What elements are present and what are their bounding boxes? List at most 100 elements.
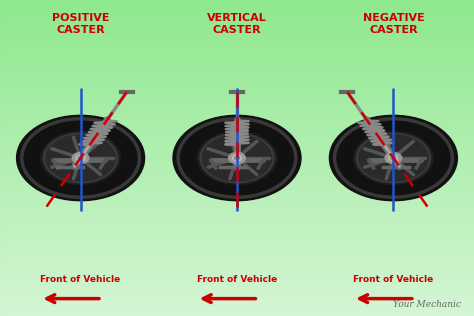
- Text: Front of Vehicle: Front of Vehicle: [197, 275, 277, 284]
- Bar: [0, 76, 474, 79]
- Circle shape: [78, 156, 83, 160]
- Bar: [0, 161, 474, 164]
- Bar: [0, 13, 474, 16]
- Bar: [0, 126, 474, 130]
- Bar: [0, 101, 474, 104]
- Circle shape: [200, 133, 274, 183]
- Bar: [0, 79, 474, 82]
- Circle shape: [44, 133, 118, 183]
- Text: POSITIVE
CASTER: POSITIVE CASTER: [52, 13, 109, 35]
- Bar: [0, 303, 474, 307]
- Circle shape: [359, 135, 428, 181]
- Circle shape: [72, 152, 89, 164]
- Bar: [0, 171, 474, 174]
- Bar: [0, 70, 474, 73]
- Circle shape: [202, 135, 272, 181]
- Circle shape: [197, 131, 277, 185]
- Bar: [0, 145, 474, 149]
- Bar: [0, 196, 474, 199]
- Bar: [0, 300, 474, 303]
- Bar: [0, 114, 474, 117]
- Bar: [0, 98, 474, 101]
- Bar: [0, 6, 474, 9]
- Bar: [0, 38, 474, 41]
- Bar: [0, 9, 474, 13]
- Circle shape: [329, 115, 457, 201]
- Bar: [0, 60, 474, 63]
- Bar: [0, 250, 474, 253]
- Bar: [0, 149, 474, 152]
- Bar: [0, 164, 474, 167]
- Circle shape: [76, 155, 85, 161]
- Bar: [0, 215, 474, 218]
- Bar: [0, 313, 474, 316]
- Bar: [0, 180, 474, 183]
- Bar: [0, 152, 474, 155]
- Bar: [0, 95, 474, 98]
- Bar: [0, 228, 474, 231]
- Bar: [0, 35, 474, 38]
- Bar: [0, 307, 474, 310]
- Bar: [0, 139, 474, 142]
- Bar: [0, 155, 474, 158]
- Bar: [0, 209, 474, 212]
- Text: NEGATIVE
CASTER: NEGATIVE CASTER: [363, 13, 424, 35]
- Bar: [0, 218, 474, 221]
- Bar: [0, 120, 474, 123]
- Bar: [0, 0, 474, 3]
- Bar: [0, 291, 474, 294]
- Bar: [0, 85, 474, 88]
- Circle shape: [235, 156, 239, 160]
- Bar: [0, 142, 474, 145]
- Bar: [0, 186, 474, 190]
- Bar: [0, 269, 474, 272]
- Bar: [0, 82, 474, 85]
- Bar: [0, 133, 474, 136]
- Bar: [0, 117, 474, 120]
- Circle shape: [391, 156, 396, 160]
- Bar: [0, 57, 474, 60]
- Text: Front of Vehicle: Front of Vehicle: [40, 275, 121, 284]
- Bar: [0, 183, 474, 186]
- Bar: [0, 288, 474, 291]
- Bar: [0, 25, 474, 28]
- Bar: [0, 199, 474, 202]
- Bar: [0, 202, 474, 205]
- Bar: [0, 265, 474, 269]
- Bar: [0, 278, 474, 281]
- Bar: [0, 253, 474, 256]
- Bar: [0, 294, 474, 297]
- Bar: [0, 256, 474, 259]
- Bar: [0, 190, 474, 193]
- Circle shape: [41, 131, 120, 185]
- Bar: [0, 66, 474, 70]
- Bar: [0, 246, 474, 250]
- Bar: [0, 310, 474, 313]
- Text: Your Mechanic: Your Mechanic: [392, 301, 461, 309]
- Circle shape: [228, 152, 246, 164]
- Circle shape: [356, 133, 430, 183]
- Bar: [0, 297, 474, 300]
- Bar: [0, 224, 474, 228]
- Bar: [0, 3, 474, 6]
- Bar: [0, 123, 474, 126]
- Bar: [0, 205, 474, 209]
- Circle shape: [389, 155, 398, 161]
- Circle shape: [385, 152, 402, 164]
- Bar: [0, 281, 474, 284]
- Bar: [0, 231, 474, 234]
- Circle shape: [17, 115, 145, 201]
- Bar: [0, 111, 474, 114]
- Bar: [0, 212, 474, 215]
- Bar: [0, 16, 474, 19]
- Bar: [0, 234, 474, 237]
- Bar: [0, 259, 474, 262]
- Bar: [0, 136, 474, 139]
- Bar: [0, 73, 474, 76]
- Bar: [0, 92, 474, 95]
- Circle shape: [233, 155, 241, 161]
- Bar: [0, 237, 474, 240]
- Circle shape: [46, 135, 115, 181]
- Circle shape: [173, 115, 301, 201]
- Text: VERTICAL
CASTER: VERTICAL CASTER: [207, 13, 267, 35]
